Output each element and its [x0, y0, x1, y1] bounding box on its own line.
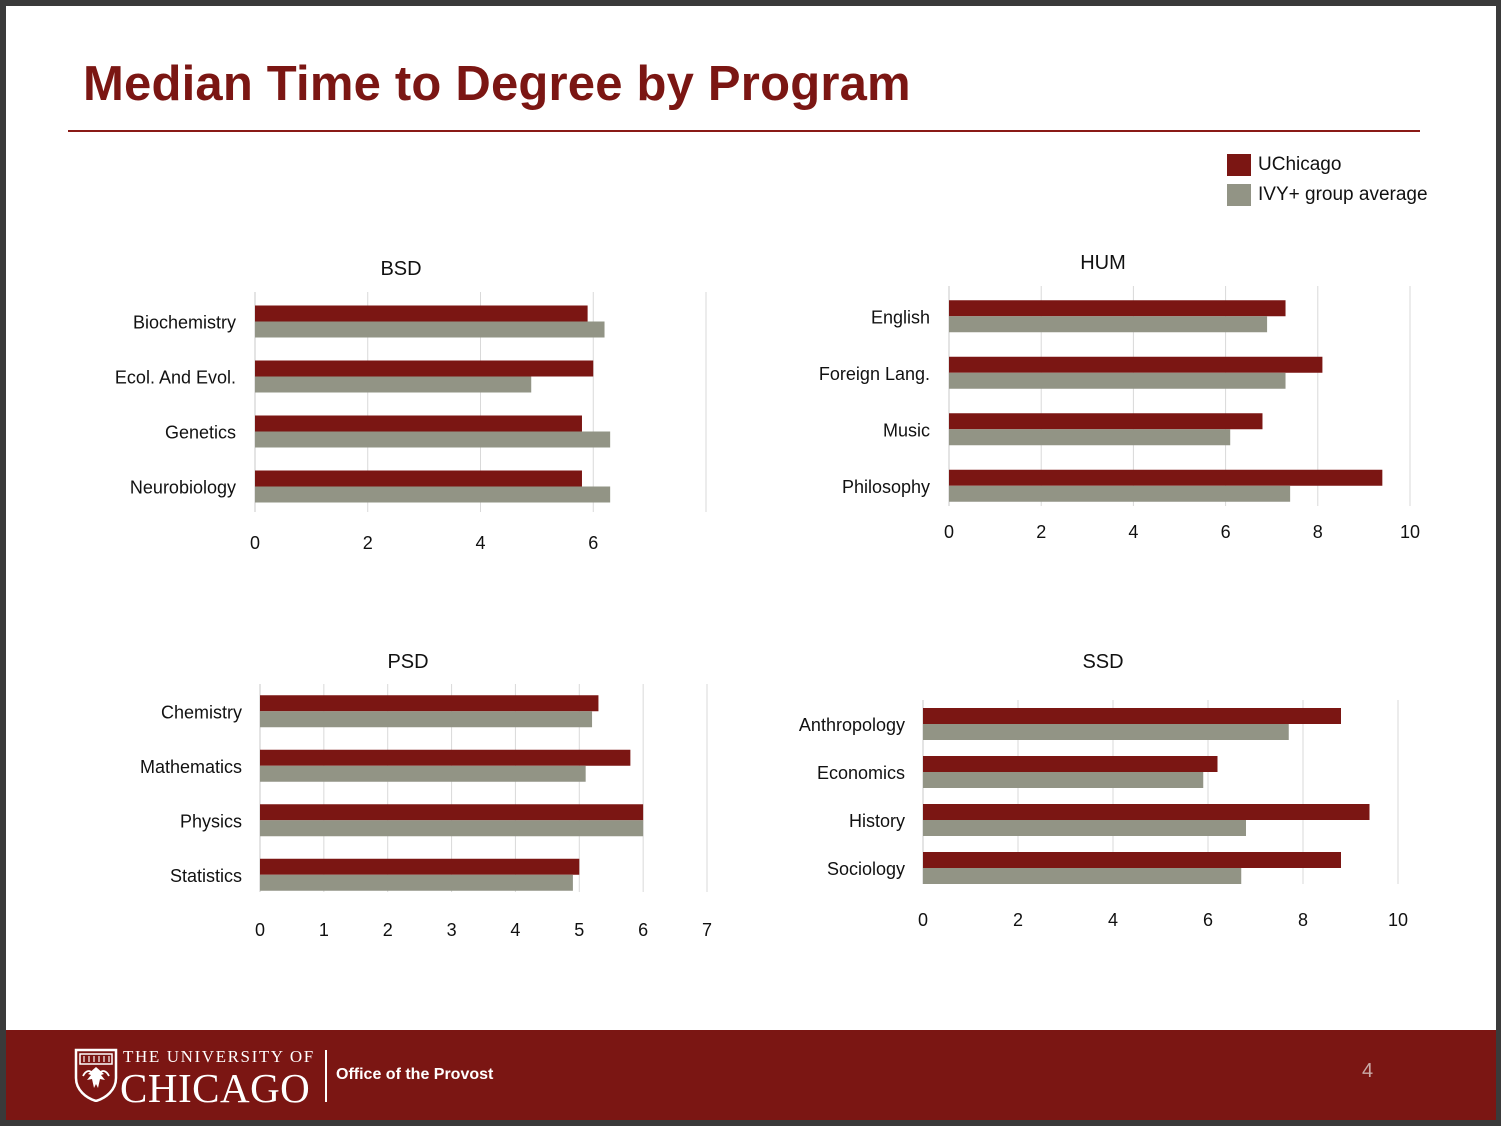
- bsd-tick-label: 6: [588, 533, 598, 553]
- ssd-bar-ivy: [923, 772, 1204, 788]
- bsd-tick-label: 4: [475, 533, 485, 553]
- ssd-bar-uchicago: [923, 708, 1341, 724]
- hum-bar-uchicago: [949, 300, 1286, 317]
- bsd-tick-label: 2: [363, 533, 373, 553]
- psd-tick-label: 1: [319, 920, 329, 940]
- bsd-bar-uchicago: [255, 415, 582, 432]
- psd-tick-label: 3: [447, 920, 457, 940]
- psd-tick-label: 5: [574, 920, 584, 940]
- ssd-category-label: History: [849, 811, 905, 831]
- ssd-chart-title: SSD: [1082, 651, 1123, 673]
- psd-bar-uchicago: [260, 749, 631, 766]
- hum-category-label: Foreign Lang.: [819, 364, 930, 384]
- office-name: Office of the Provost: [336, 1066, 494, 1083]
- university-name-line1: THE UNIVERSITY OF: [123, 1047, 315, 1066]
- ssd-category-label: Anthropology: [799, 715, 905, 735]
- ssd-bar-uchicago: [923, 804, 1370, 820]
- legend-swatch-ivy: [1227, 184, 1251, 206]
- psd-bar-ivy: [260, 765, 586, 782]
- hum-bar-ivy: [949, 485, 1291, 502]
- ssd-tick-label: 2: [1013, 910, 1023, 930]
- psd-tick-label: 4: [510, 920, 520, 940]
- ssd-category-label: Sociology: [827, 859, 905, 879]
- hum-category-label: English: [871, 307, 930, 327]
- bsd-category-label: Genetics: [165, 423, 236, 443]
- bsd-bar-ivy: [255, 376, 532, 393]
- charts-area: BSD Biochemistry Ecol. And Evol. Genetics Ne…: [115, 252, 1420, 940]
- legend: UChicago IVY+ group average: [1227, 150, 1428, 210]
- ssd-tick-label: 0: [918, 910, 928, 930]
- ssd-bar-ivy: [923, 868, 1242, 884]
- psd-category-label: Mathematics: [140, 757, 242, 777]
- bsd-chart-title: BSD: [380, 258, 421, 280]
- ssd-category-label: Economics: [817, 763, 905, 783]
- hum-bar-uchicago: [949, 356, 1323, 373]
- bsd-bar-ivy: [255, 321, 605, 338]
- hum-tick-label: 4: [1128, 522, 1138, 542]
- hum-category-label: Philosophy: [842, 477, 930, 497]
- psd-bar-ivy: [260, 820, 644, 837]
- hum-bar-uchicago: [949, 413, 1263, 430]
- psd-tick-label: 7: [702, 920, 712, 940]
- title-underline: [68, 130, 1420, 132]
- bsd-bar-uchicago: [255, 470, 582, 487]
- ssd-bar-uchicago: [923, 756, 1218, 772]
- ssd-tick-label: 4: [1108, 910, 1118, 930]
- legend-label-uchicago: UChicago: [1258, 154, 1342, 175]
- psd-category-label: Statistics: [170, 866, 242, 886]
- ssd-tick-label: 10: [1388, 910, 1408, 930]
- hum-bar-ivy: [949, 372, 1286, 389]
- bsd-category-label: Ecol. And Evol.: [115, 368, 236, 388]
- hum-bar-ivy: [949, 429, 1231, 446]
- bsd-bar-ivy: [255, 486, 611, 503]
- ssd-tick-label: 6: [1203, 910, 1213, 930]
- psd-tick-label: 0: [255, 920, 265, 940]
- psd-tick-label: 6: [638, 920, 648, 940]
- bsd-bar-uchicago: [255, 305, 588, 322]
- ssd-bar-ivy: [923, 820, 1246, 836]
- bsd-tick-label: 0: [250, 533, 260, 553]
- bsd-bar-ivy: [255, 431, 611, 448]
- psd-chart-title: PSD: [387, 651, 428, 673]
- psd-bar-uchicago: [260, 804, 644, 821]
- hum-bar-uchicago: [949, 469, 1383, 486]
- hum-tick-label: 0: [944, 522, 954, 542]
- bsd-category-label: Neurobiology: [130, 478, 236, 498]
- ssd-bar-ivy: [923, 724, 1289, 740]
- hum-tick-label: 8: [1313, 522, 1323, 542]
- psd-category-label: Physics: [180, 811, 242, 831]
- hum-bar-ivy: [949, 316, 1268, 333]
- university-name-line2: CHICAGO: [120, 1065, 311, 1111]
- legend-label-ivy: IVY+ group average: [1258, 184, 1428, 205]
- psd-tick-label: 2: [383, 920, 393, 940]
- legend-swatch-uchicago: [1227, 154, 1251, 176]
- psd-category-label: Chemistry: [161, 702, 242, 722]
- hum-category-label: Music: [883, 420, 930, 440]
- psd-bar-ivy: [260, 711, 593, 728]
- hum-chart-title: HUM: [1080, 252, 1126, 274]
- hum-tick-label: 2: [1036, 522, 1046, 542]
- legend-item-ivy: IVY+ group average: [1227, 180, 1428, 210]
- footer-divider: [325, 1050, 327, 1102]
- footer-bar: THE UNIVERSITY OF CHICAGO Office of the …: [6, 1030, 1496, 1120]
- bsd-bar-uchicago: [255, 360, 594, 377]
- legend-item-uchicago: UChicago: [1227, 150, 1428, 180]
- ssd-tick-label: 8: [1298, 910, 1308, 930]
- psd-bar-uchicago: [260, 858, 580, 875]
- psd-bar-uchicago: [260, 695, 599, 712]
- hum-tick-label: 10: [1400, 522, 1420, 542]
- slide: Median Time to Degree by Program UChicag…: [6, 6, 1496, 1120]
- university-crest-icon: [74, 1048, 118, 1102]
- slide-title: Median Time to Degree by Program: [83, 57, 911, 111]
- hum-tick-label: 6: [1221, 522, 1231, 542]
- bsd-category-label: Biochemistry: [133, 313, 236, 333]
- ssd-bar-uchicago: [923, 852, 1341, 868]
- psd-bar-ivy: [260, 874, 573, 891]
- page-number: 4: [1362, 1060, 1374, 1082]
